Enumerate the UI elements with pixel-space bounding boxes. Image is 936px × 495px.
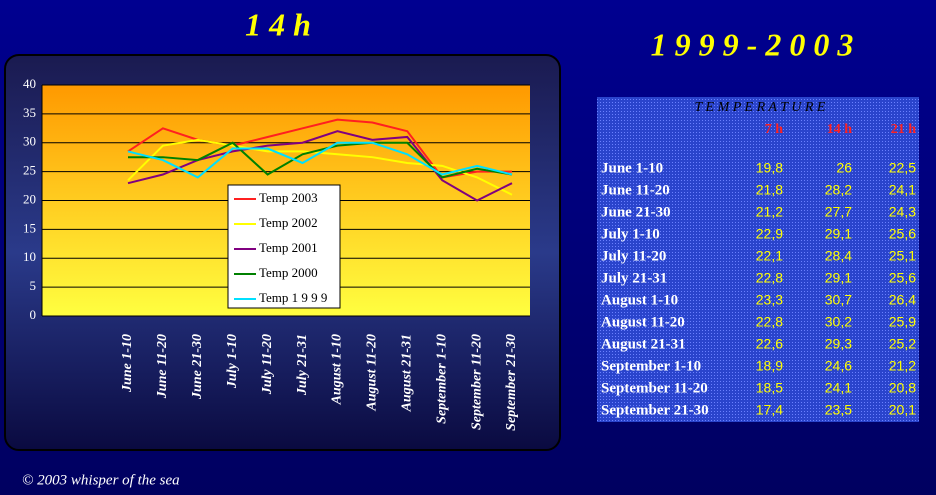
y-tick-label: 0 [30,307,37,322]
row-label: July 1-10 [601,226,660,242]
cell: 24,1 [825,380,852,396]
cell: 23,5 [825,402,852,418]
y-tick-label: 35 [23,105,36,120]
row-label: September 11-20 [601,380,708,396]
legend-label: Temp 2001 [259,240,318,255]
cell: 19,8 [756,160,783,176]
x-tick-label: September 11-20 [469,334,484,430]
legend-label: Temp 2002 [259,215,318,230]
table-bg [597,97,919,422]
cell: 22,5 [889,160,916,176]
row-label: August 21-31 [601,336,686,352]
cell: 29,3 [825,336,852,352]
cell: 25,6 [889,226,916,242]
cell: 23,3 [756,292,783,308]
cell: 22,6 [756,336,783,352]
row-label: August 1-10 [601,292,678,308]
cell: 18,5 [756,380,783,396]
cell: 20,1 [889,402,916,418]
cell: 30,7 [825,292,852,308]
x-tick-label: June 1-10 [120,334,135,393]
series-line [127,141,513,179]
content: 0 5 10 15 20 25 30 35 40 June 1-10 June 11-20 June … [23,76,916,431]
series-line [127,130,513,202]
x-tick-label: August 21-31 [399,334,414,412]
x-tick-label: July 21-31 [295,334,310,396]
cell: 24,3 [889,204,916,220]
cell: 21,2 [756,204,783,220]
x-tick-label: July 11-20 [260,334,275,395]
cell: 28,2 [825,182,852,198]
table-title: T E M P E R A T U R E [695,100,826,115]
cell: 20,8 [889,380,916,396]
y-tick-label: 40 [23,76,36,91]
x-tick-label: July 1-10 [225,334,240,389]
row-label: July 21-31 [601,270,667,286]
row-label: June 21-30 [601,204,671,220]
cell: 28,4 [825,248,852,264]
x-tick-label: September 21-30 [504,334,519,431]
y-tick-label: 30 [23,134,36,149]
row-label: September 21-30 [601,402,709,418]
cell: 22,8 [756,314,783,330]
cell: 24,6 [825,358,852,374]
cell: 22,9 [756,226,783,242]
legend-label: Temp 2000 [259,265,318,280]
footer: © 2003 whisper of the sea [22,472,180,488]
cell: 29,1 [825,270,852,286]
cell: 26 [836,160,852,176]
x-tick-label: September 1-10 [434,334,449,424]
row-label: August 11-20 [601,314,685,330]
column-header: 21 h [891,122,917,137]
x-tick-label: August 1-10 [330,334,345,405]
cell: 18,9 [756,358,783,374]
cell: 27,7 [825,204,852,220]
cell: 25,9 [889,314,916,330]
cell: 25,2 [889,336,916,352]
row-label: June 1-10 [601,160,663,176]
x-tick-label: June 21-30 [190,334,205,400]
row-label: June 11-20 [601,182,670,198]
legend-label: Temp 2003 [259,190,318,205]
x-tick-label: June 11-20 [155,334,170,399]
cell: 25,6 [889,270,916,286]
y-tick-label: 25 [23,163,36,178]
period-title: 1 9 9 9 - 2 0 0 3 [651,26,854,62]
chart-title: 1 4 h [245,6,311,42]
legend [227,184,341,309]
column-header: 7 h [765,122,784,137]
cell: 22,8 [756,270,783,286]
row-label: July 11-20 [601,248,666,264]
y-tick-label: 5 [30,278,37,293]
y-tick-label: 20 [23,191,36,206]
cell: 25,1 [889,248,916,264]
y-tick-label: 15 [23,220,36,235]
cell: 21,2 [889,358,916,374]
cell: 21,8 [756,182,783,198]
row-label: September 1-10 [601,358,701,374]
y-tick-label: 10 [23,249,36,264]
legend-label: Temp 1 9 9 9 [259,290,327,305]
cell: 22,1 [756,248,783,264]
cell: 30,2 [825,314,852,330]
x-tick-label: August 11-20 [365,334,380,412]
cell: 26,4 [889,292,916,308]
cell: 29,1 [825,226,852,242]
cell: 17,4 [756,402,783,418]
cell: 24,1 [889,182,916,198]
series-line [128,141,513,179]
column-header: 14 h [827,122,853,137]
